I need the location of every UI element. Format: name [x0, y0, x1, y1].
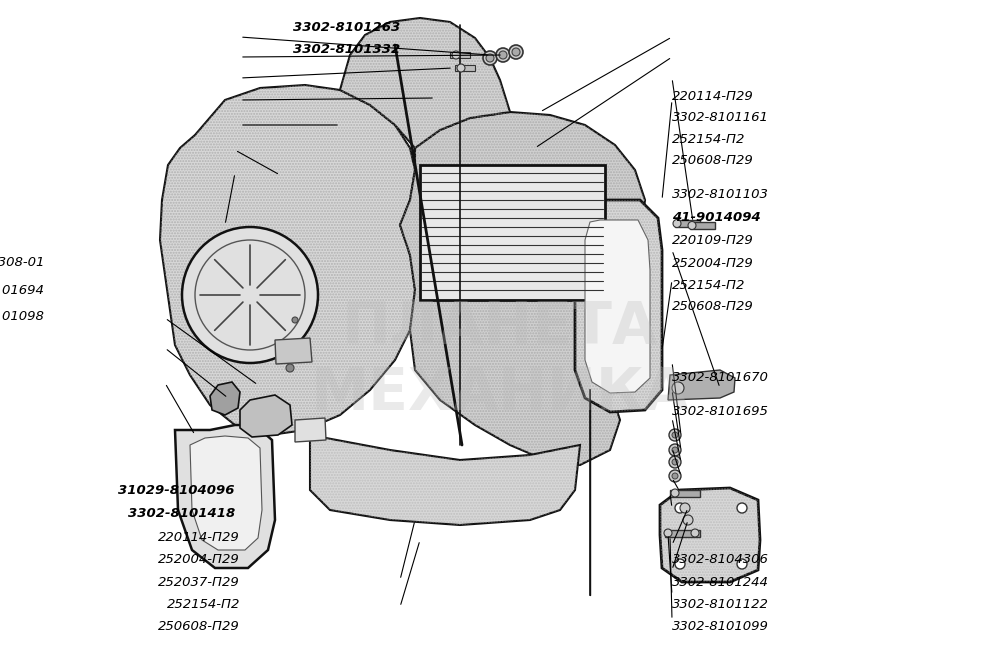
Circle shape: [672, 382, 684, 394]
Circle shape: [672, 447, 678, 453]
Circle shape: [452, 51, 460, 59]
Circle shape: [672, 473, 678, 479]
Circle shape: [675, 559, 685, 569]
Polygon shape: [575, 200, 662, 412]
Bar: [670, 490, 700, 497]
Text: 220114-П29: 220114-П29: [158, 530, 240, 544]
Circle shape: [672, 432, 678, 438]
Text: 3302-8101263: 3302-8101263: [293, 21, 400, 34]
Text: 252154-П2: 252154-П2: [672, 278, 745, 292]
Text: 3302-8101244: 3302-8101244: [672, 575, 769, 589]
Circle shape: [673, 219, 681, 227]
Text: 250608-П29: 250608-П29: [672, 154, 754, 167]
Polygon shape: [240, 395, 292, 437]
Text: ПЛАНЕТА
МЕХАНИКА: ПЛАНЕТА МЕХАНИКА: [311, 298, 689, 422]
Polygon shape: [340, 18, 510, 148]
Circle shape: [292, 317, 298, 323]
Polygon shape: [310, 435, 580, 525]
Text: 252154-П2: 252154-П2: [672, 133, 745, 146]
Circle shape: [486, 54, 494, 62]
Circle shape: [499, 51, 507, 59]
Text: 31029-8104096: 31029-8104096: [119, 484, 235, 497]
Circle shape: [672, 459, 678, 465]
Text: 3302-8104308-01: 3302-8104308-01: [0, 256, 45, 269]
Polygon shape: [175, 425, 275, 568]
Text: 3302-8101099: 3302-8101099: [672, 620, 769, 633]
Text: 3302-8101695: 3302-8101695: [672, 404, 769, 418]
Polygon shape: [160, 85, 415, 435]
Circle shape: [737, 503, 747, 513]
Circle shape: [509, 45, 523, 59]
Polygon shape: [668, 370, 735, 400]
Circle shape: [669, 470, 681, 482]
Text: 252004-П29: 252004-П29: [672, 257, 754, 270]
Polygon shape: [190, 436, 262, 550]
Polygon shape: [210, 382, 240, 415]
Text: 220109-П29: 220109-П29: [672, 234, 754, 247]
Text: 3302-8101122: 3302-8101122: [672, 598, 769, 611]
Circle shape: [457, 64, 465, 72]
Text: 3302-8101418: 3302-8101418: [128, 507, 235, 520]
Bar: [420, 165, 605, 300]
Circle shape: [688, 221, 696, 229]
Bar: [690, 222, 715, 229]
Circle shape: [680, 503, 690, 513]
Polygon shape: [295, 418, 326, 442]
Circle shape: [286, 364, 294, 372]
Circle shape: [483, 51, 497, 65]
Text: 3302-8101332: 3302-8101332: [293, 43, 400, 56]
Bar: [455, 65, 475, 71]
Text: 3302-8101694: 3302-8101694: [0, 284, 45, 297]
Text: 3302-8101161: 3302-8101161: [672, 111, 769, 124]
Circle shape: [671, 489, 679, 497]
Text: 220114-П29: 220114-П29: [672, 90, 754, 103]
Circle shape: [669, 444, 681, 456]
Circle shape: [737, 559, 747, 569]
Circle shape: [182, 227, 318, 363]
Polygon shape: [585, 220, 650, 393]
Text: 252037-П29: 252037-П29: [158, 575, 240, 589]
Text: 252004-П29: 252004-П29: [158, 553, 240, 566]
Circle shape: [512, 48, 520, 56]
Circle shape: [664, 529, 672, 537]
Text: 3302-8101098: 3302-8101098: [0, 310, 45, 324]
Text: 250608-П29: 250608-П29: [672, 300, 754, 313]
Circle shape: [496, 48, 510, 62]
Circle shape: [669, 456, 681, 468]
Circle shape: [683, 515, 693, 525]
Text: 41-9014094: 41-9014094: [672, 211, 761, 224]
Circle shape: [675, 503, 685, 513]
Circle shape: [691, 529, 699, 537]
Text: 3302-8101103: 3302-8101103: [672, 188, 769, 201]
Polygon shape: [400, 112, 645, 465]
Bar: [675, 220, 700, 227]
Bar: [665, 530, 700, 537]
Bar: [450, 52, 470, 58]
Polygon shape: [660, 488, 760, 582]
Polygon shape: [275, 338, 312, 364]
Text: 252154-П2: 252154-П2: [167, 598, 240, 611]
Circle shape: [669, 429, 681, 441]
Text: 250608-П29: 250608-П29: [158, 620, 240, 633]
Text: 3302-8101670: 3302-8101670: [672, 371, 769, 385]
Text: 3302-8104306: 3302-8104306: [672, 553, 769, 566]
